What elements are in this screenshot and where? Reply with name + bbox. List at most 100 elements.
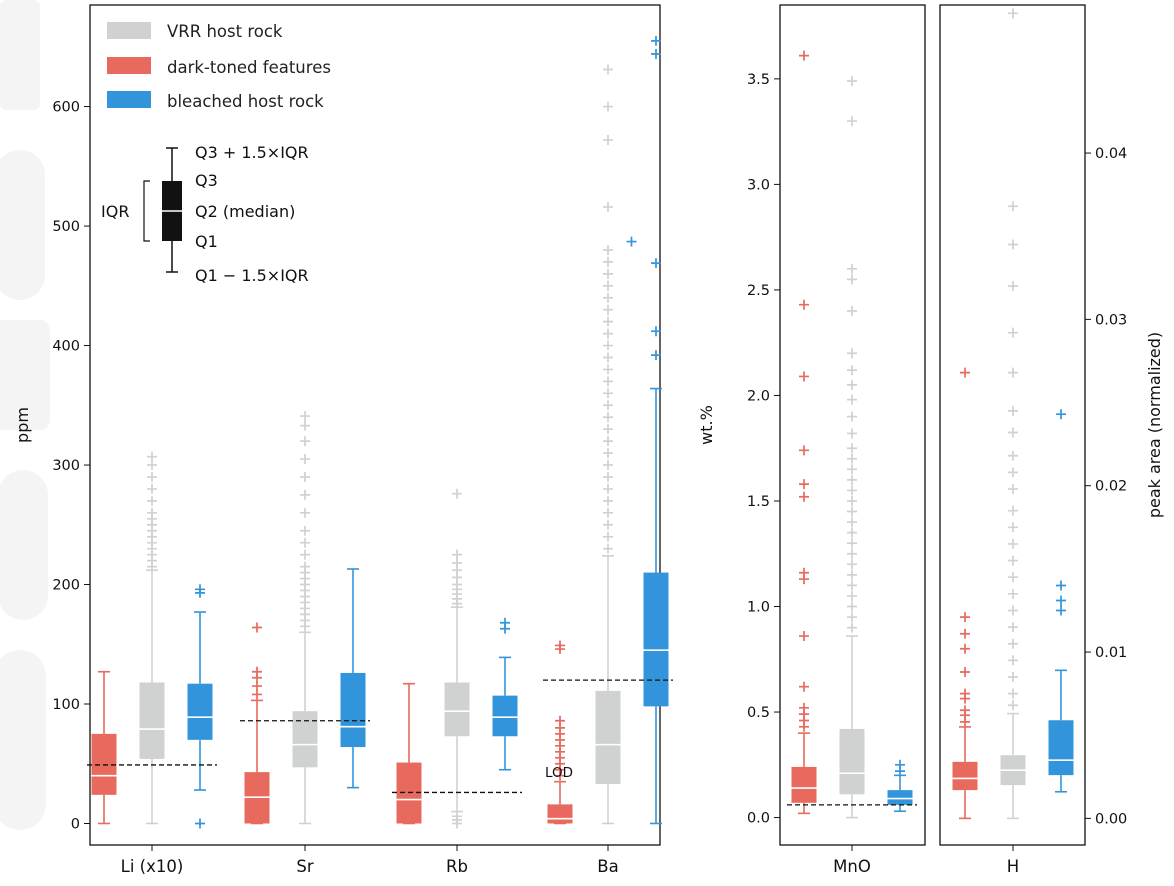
outlier-marker	[799, 479, 809, 490]
outlier-marker	[603, 471, 613, 482]
legend-label-host: VRR host rock	[167, 22, 283, 41]
outlier-marker	[895, 759, 905, 770]
outlier-marker	[1056, 595, 1066, 606]
outlier-marker	[1008, 605, 1018, 616]
box-dark-toned-features-ba	[547, 640, 573, 825]
outlier-marker	[799, 299, 809, 310]
iqr-box	[643, 572, 669, 707]
key-q1-label: Q1	[195, 232, 218, 251]
key-median-label: Q2 (median)	[195, 202, 295, 221]
outlier-marker	[603, 531, 613, 542]
outlier-marker	[847, 506, 857, 517]
outlier-marker	[847, 559, 857, 570]
box-bleached-host-rock-h	[1048, 409, 1074, 793]
iqr-box	[952, 761, 978, 791]
y-tick-label: 600	[52, 100, 80, 116]
outlier-marker	[1008, 555, 1018, 566]
outlier-marker	[799, 371, 809, 382]
outlier-marker	[847, 306, 857, 317]
y-tick-label: 100	[52, 697, 80, 713]
outlier-marker	[603, 376, 613, 387]
outlier-marker	[1008, 638, 1018, 649]
box-dark-toned-features-li-x10	[91, 670, 117, 825]
legend-label-dark: dark-toned features	[167, 58, 331, 77]
key-iqr-bracket	[143, 180, 150, 242]
x-tick-label-sr: Sr	[296, 857, 313, 876]
box-vrr-host-rock-h	[1000, 8, 1026, 820]
outlier-marker	[252, 689, 262, 700]
outlier-marker	[847, 394, 857, 405]
outlier-marker	[626, 236, 637, 247]
outlier-marker	[847, 274, 857, 285]
iqr-box	[139, 682, 165, 759]
key-iqr-label: IQR	[101, 202, 129, 221]
outlier-marker	[847, 453, 857, 464]
outlier-marker	[960, 688, 970, 699]
outlier-marker	[847, 517, 857, 528]
box-bleached-host-rock-mno	[887, 759, 913, 813]
box-dark-toned-features-rb	[396, 682, 422, 825]
outlier-marker	[603, 424, 613, 435]
x-tick-label-ba: Ba	[597, 857, 618, 876]
y-tick-label: 0.01	[1095, 645, 1127, 661]
outlier-marker	[603, 201, 613, 212]
outlier-marker	[300, 489, 310, 500]
outlier-marker	[603, 101, 613, 112]
outlier-marker	[960, 367, 970, 378]
outlier-marker	[252, 622, 262, 633]
outlier-marker	[603, 483, 613, 494]
outlier-marker	[847, 443, 857, 454]
iqr-box	[839, 728, 865, 795]
x-tick-label-mno: MnO	[833, 857, 871, 876]
outlier-marker	[603, 256, 613, 267]
outlier-marker	[799, 445, 809, 456]
y-tick-label: 0.5	[747, 705, 770, 721]
outlier-marker	[603, 460, 613, 471]
outlier-marker	[1008, 239, 1018, 250]
outlier-marker	[603, 400, 613, 411]
legend-swatch-dark	[107, 57, 151, 74]
iqr-box	[187, 683, 213, 740]
y-tick-label: 3.0	[747, 177, 770, 193]
outlier-marker	[847, 379, 857, 390]
outlier-marker	[1008, 688, 1018, 699]
key-whisker-high-label: Q3 + 1.5×IQR	[195, 143, 309, 162]
y-tick-label: 400	[52, 339, 80, 355]
outlier-marker	[452, 811, 462, 822]
y-tick-label: 0.00	[1095, 811, 1127, 827]
outlier-marker	[603, 135, 613, 146]
outlier-marker	[847, 263, 857, 274]
outlier-marker	[799, 681, 809, 692]
outlier-marker	[1008, 405, 1018, 416]
y-tick-label: 0	[71, 816, 80, 832]
outlier-marker	[603, 328, 613, 339]
outlier-marker	[300, 549, 310, 560]
box-key: IQR Q3 + 1.5×IQR Q3 Q2 (median) Q1 Q1 − …	[101, 143, 309, 285]
iqr-box	[887, 790, 913, 805]
iqr-box	[340, 672, 366, 748]
outlier-marker	[195, 584, 205, 595]
outlier-marker	[847, 428, 857, 439]
outlier-marker	[1008, 572, 1018, 583]
box-bleached-host-rock-rb	[492, 617, 518, 771]
outlier-marker	[603, 304, 613, 315]
plot-frame	[89, 4, 661, 846]
box-dark-toned-features-mno	[791, 50, 817, 815]
key-q3-label: Q3	[195, 171, 218, 190]
outlier-marker	[1056, 409, 1066, 420]
outlier-marker	[603, 495, 613, 506]
outlier-marker	[847, 527, 857, 538]
panel-li-x10: 0 100 200 300 400 500 600 ppm Li (x10) Sr Rb Ba	[13, 4, 673, 876]
box-vrr-host-rock-mno	[839, 75, 865, 819]
outlier-marker	[651, 258, 661, 269]
outlier-marker	[452, 549, 462, 560]
outlier-marker	[300, 507, 310, 518]
outlier-marker	[603, 543, 613, 554]
outlier-marker	[847, 116, 857, 127]
outlier-marker	[603, 436, 613, 447]
legend-swatch-bleached	[107, 91, 151, 108]
outlier-marker	[147, 495, 157, 506]
box-vrr-host-rock-rb	[444, 488, 470, 829]
outlier-marker	[799, 491, 809, 502]
